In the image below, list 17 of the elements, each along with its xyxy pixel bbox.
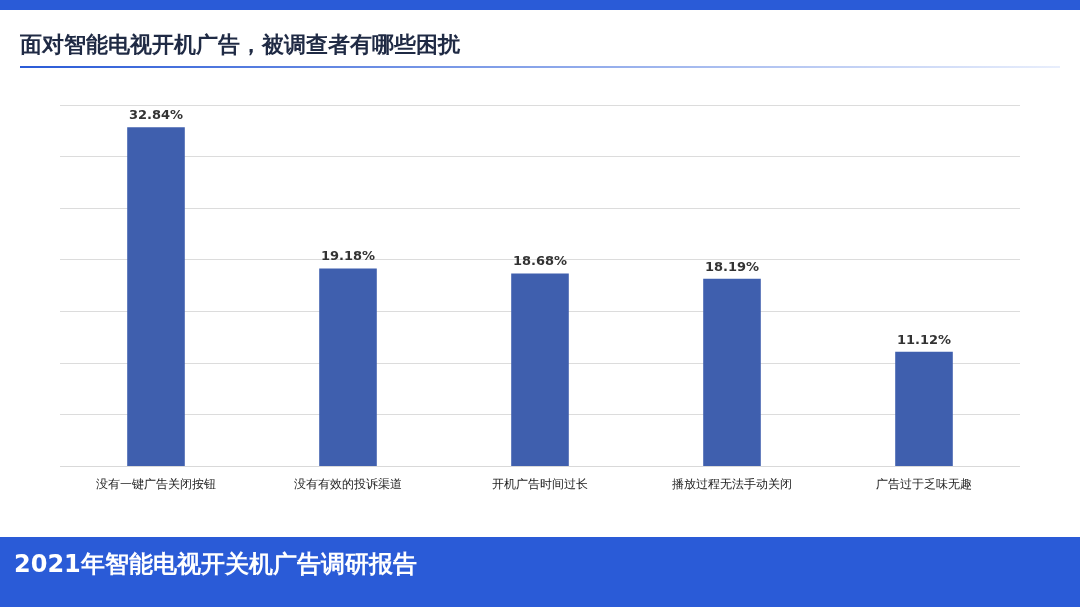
bar (319, 268, 377, 467)
chart-title: 面对智能电视开机广告，被调查者有哪些困扰 (20, 31, 460, 59)
x-tick-label: 没有一键广告关闭按钮 (96, 476, 216, 491)
data-label: 11.12% (896, 331, 952, 347)
bar (703, 278, 761, 467)
data-label: 32.84% (128, 107, 184, 123)
x-tick-label: 广告过于乏味无趣 (876, 476, 972, 491)
data-label: 19.18% (320, 248, 376, 264)
x-tick-label: 开机广告时间过长 (492, 476, 588, 491)
data-label: 18.68% (512, 253, 568, 269)
bar (127, 127, 185, 467)
text: 2021年智能电视开关机广告调研报告 (14, 549, 417, 580)
bar (511, 273, 569, 467)
data-label: 18.19% (704, 258, 760, 274)
bar (895, 351, 953, 467)
x-tick-label: 没有有效的投诉渠道 (294, 476, 402, 491)
x-tick-label: 播放过程无法手动关闭 (672, 476, 792, 491)
